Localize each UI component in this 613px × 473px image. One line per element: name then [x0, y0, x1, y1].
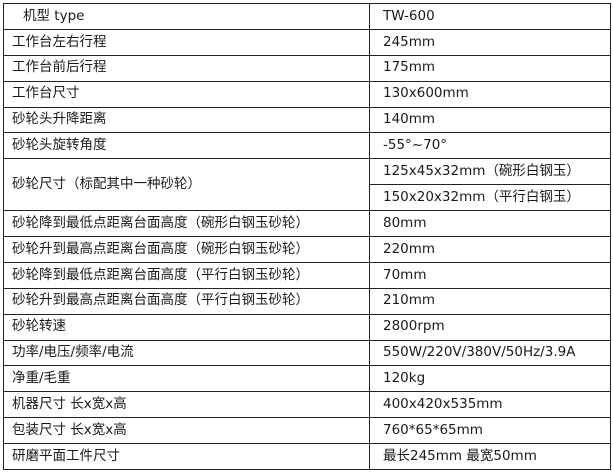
table-row: 工作台左右行程 245mm [3, 28, 611, 56]
table-row: 砂轮升到最高点距离台面高度（碗形白钢玉砂轮） 220mm [3, 236, 611, 263]
table-row: 机型 type TW-600 [3, 3, 611, 30]
table-row: 150x20x32mm（平行白钢玉） [4, 184, 611, 212]
table-row: 砂轮头旋转角度 -55°~70° [3, 132, 611, 160]
spec-value: 80mm [369, 210, 611, 238]
spec-value: 2800rpm [369, 313, 611, 341]
spec-value: 120kg [369, 365, 611, 393]
spec-value: 125x45x32mm（碗形白钢玉） [369, 158, 611, 186]
spec-label: 工作台左右行程 [3, 28, 370, 56]
table-row: 砂轮头升降距离 140mm [3, 106, 611, 134]
spec-label: 净重/毛重 [3, 365, 370, 393]
spec-label: 砂轮转速 [3, 313, 370, 341]
spec-label: 机型 type [3, 3, 370, 30]
spec-label: 工作台尺寸 [3, 80, 370, 108]
spec-label: 砂轮降到最低点距离台面高度（碗形白钢玉砂轮） [3, 210, 370, 238]
spec-label: 砂轮头升降距离 [3, 106, 370, 134]
table-row: 砂轮转速 2800rpm [3, 313, 611, 341]
spec-value: 550W/220V/380V/50Hz/3.9A [369, 339, 611, 367]
table-row: 工作台前后行程 175mm [3, 54, 611, 82]
spec-label: 研磨平面工件尺寸 [3, 443, 370, 471]
spec-value: 220mm [369, 236, 611, 263]
table-row: 功率/电压/频率/电流 550W/220V/380V/50Hz/3.9A [3, 339, 611, 367]
table-row: 包装尺寸 长x宽x高 760*65*65mm [3, 417, 611, 445]
table-row: 研磨平面工件尺寸 最长245mm 最宽50mm [3, 443, 611, 471]
spec-value: TW-600 [369, 3, 611, 30]
spec-label: 砂轮升到最高点距离台面高度（平行白钢玉砂轮） [3, 287, 370, 315]
table-row: 砂轮降到最低点距离台面高度（碗形白钢玉砂轮） 80mm [3, 210, 611, 238]
spec-value: 175mm [369, 54, 611, 82]
spec-value: 150x20x32mm（平行白钢玉） [369, 184, 611, 212]
spec-table: 机型 type TW-600 工作台左右行程 245mm 工作台前后行程 175mm 工… [3, 3, 611, 471]
spec-label: 砂轮尺寸（标配其中一种砂轮） [3, 158, 370, 212]
spec-value: 70mm [369, 261, 611, 289]
spec-label: 包装尺寸 长x宽x高 [3, 417, 370, 445]
spec-value: 最长245mm 最宽50mm [369, 443, 611, 471]
table-row: 砂轮升到最高点距离台面高度（平行白钢玉砂轮） 210mm [3, 287, 611, 315]
spec-label: 砂轮降到最低点距离台面高度（平行白钢玉砂轮） [3, 261, 370, 289]
table-row: 净重/毛重 120kg [3, 365, 611, 393]
spec-value: 400x420x535mm [369, 391, 611, 419]
table-row: 工作台尺寸 130x600mm [3, 80, 611, 108]
spec-label: 砂轮升到最高点距离台面高度（碗形白钢玉砂轮） [3, 236, 370, 263]
table-row: 砂轮尺寸（标配其中一种砂轮） 125x45x32mm（碗形白钢玉） [3, 158, 611, 212]
spec-label: 砂轮头旋转角度 [3, 132, 370, 160]
spec-value: 245mm [369, 28, 611, 56]
spec-label: 功率/电压/频率/电流 [3, 339, 370, 367]
spec-label: 机器尺寸 长x宽x高 [3, 391, 370, 419]
spec-value: 760*65*65mm [369, 417, 611, 445]
spec-value: 140mm [369, 106, 611, 134]
spec-label: 工作台前后行程 [3, 54, 370, 82]
spec-value: 210mm [369, 287, 611, 315]
table-row: 机器尺寸 长x宽x高 400x420x535mm [3, 391, 611, 419]
table-row: 砂轮降到最低点距离台面高度（平行白钢玉砂轮） 70mm [3, 261, 611, 289]
spec-value: 130x600mm [369, 80, 611, 108]
spec-value: -55°~70° [369, 132, 611, 160]
